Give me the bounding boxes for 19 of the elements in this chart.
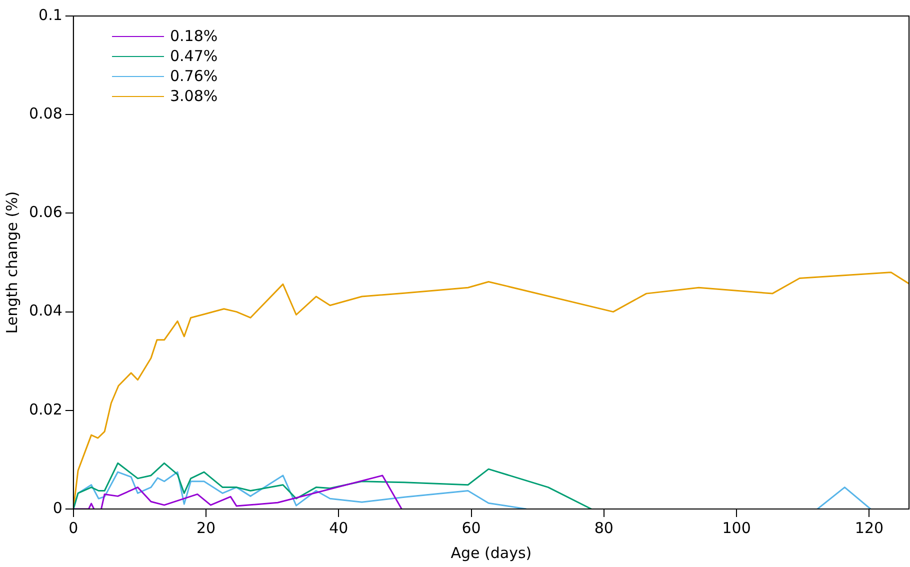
legend-label: 0.18% (170, 26, 218, 46)
y-tick-label: 0.1 (38, 6, 62, 24)
x-tick-label: 80 (594, 518, 614, 537)
y-tick-label: 0.04 (28, 302, 62, 320)
x-tick-label: 40 (329, 518, 348, 537)
x-tick-label: 60 (462, 518, 481, 537)
legend-label: 3.08% (170, 86, 218, 106)
x-tick-label: 100 (722, 518, 751, 537)
y-tick-label: 0.06 (28, 203, 62, 222)
legend-label: 0.76% (170, 66, 218, 86)
y-tick-label: 0 (52, 498, 62, 517)
x-tick-label: 0 (68, 518, 78, 537)
y-axis-title: Length change (%) (2, 191, 21, 334)
x-tick-label: 120 (854, 518, 884, 537)
x-axis-title: Age (days) (450, 544, 532, 562)
x-tick-label: 20 (196, 518, 216, 537)
y-tick-label: 0.02 (28, 400, 62, 418)
y-tick-label: 0.08 (28, 104, 62, 122)
legend-label: 0.47% (170, 46, 218, 66)
